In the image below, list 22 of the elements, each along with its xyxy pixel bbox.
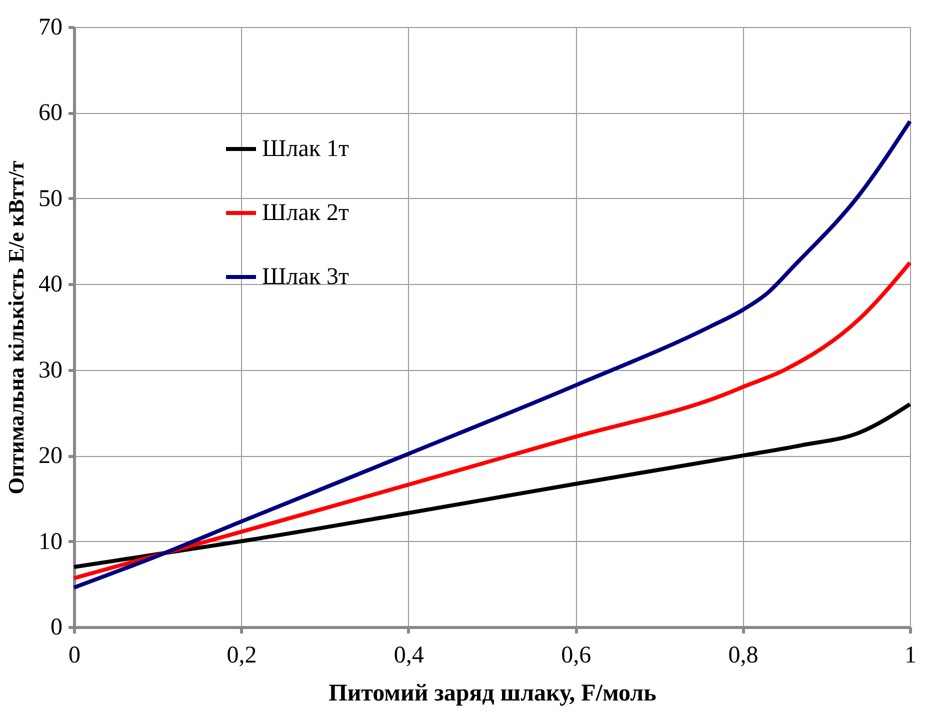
y-tick-label: 20 xyxy=(38,443,62,470)
y-tick-label: 0 xyxy=(50,614,62,640)
x-tick-label: 0,4 xyxy=(394,642,424,668)
x-axis-title: Питомий заряд шлаку, F/моль xyxy=(328,680,657,706)
y-tick-label: 60 xyxy=(38,100,62,126)
y-tick-label: 30 xyxy=(38,357,62,384)
y-tick-label: 10 xyxy=(38,528,62,555)
legend-label: Шлак 2т xyxy=(262,200,350,226)
x-tick-label: 0,8 xyxy=(728,642,758,668)
y-axis-title: Оптимальна кількість Е/е кВтт/т xyxy=(4,160,28,494)
x-tick-label: 0 xyxy=(68,642,80,668)
legend-label: Шлак 1т xyxy=(262,136,350,162)
line-series xyxy=(72,402,912,569)
x-tick-label: 0,6 xyxy=(561,642,592,668)
x-tick-label: 1 xyxy=(904,642,916,668)
y-tick-label: 50 xyxy=(38,186,62,212)
legend-label: Шлак 3т xyxy=(262,264,350,290)
y-tick-label: 40 xyxy=(38,272,62,298)
line-series xyxy=(72,260,912,580)
y-tick-label: 70 xyxy=(38,14,62,40)
x-tick-label: 0,2 xyxy=(226,642,257,668)
line-series xyxy=(72,119,912,590)
